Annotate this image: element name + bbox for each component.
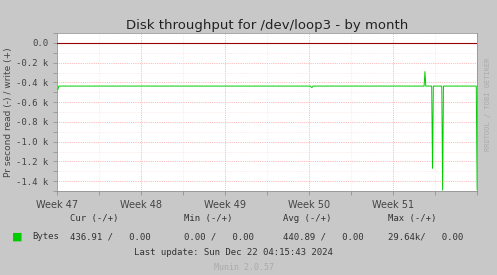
Text: 29.64k/   0.00: 29.64k/ 0.00 [388, 232, 463, 241]
Text: 440.89 /   0.00: 440.89 / 0.00 [283, 232, 364, 241]
Text: 436.91 /   0.00: 436.91 / 0.00 [70, 232, 150, 241]
Text: Avg (-/+): Avg (-/+) [283, 214, 331, 223]
Title: Disk throughput for /dev/loop3 - by month: Disk throughput for /dev/loop3 - by mont… [126, 19, 408, 32]
Text: Last update: Sun Dec 22 04:15:43 2024: Last update: Sun Dec 22 04:15:43 2024 [134, 248, 333, 257]
Text: Bytes: Bytes [32, 232, 59, 241]
Text: Cur (-/+): Cur (-/+) [70, 214, 118, 223]
Text: Max (-/+): Max (-/+) [388, 214, 436, 223]
Text: 0.00 /   0.00: 0.00 / 0.00 [184, 232, 254, 241]
Text: ■: ■ [12, 231, 23, 241]
Text: Min (-/+): Min (-/+) [184, 214, 232, 223]
Y-axis label: Pr second read (-) / write (+): Pr second read (-) / write (+) [4, 47, 13, 177]
Text: Munin 2.0.57: Munin 2.0.57 [214, 263, 274, 272]
Text: RRDTOOL / TOBI OETIKER: RRDTOOL / TOBI OETIKER [485, 58, 491, 151]
